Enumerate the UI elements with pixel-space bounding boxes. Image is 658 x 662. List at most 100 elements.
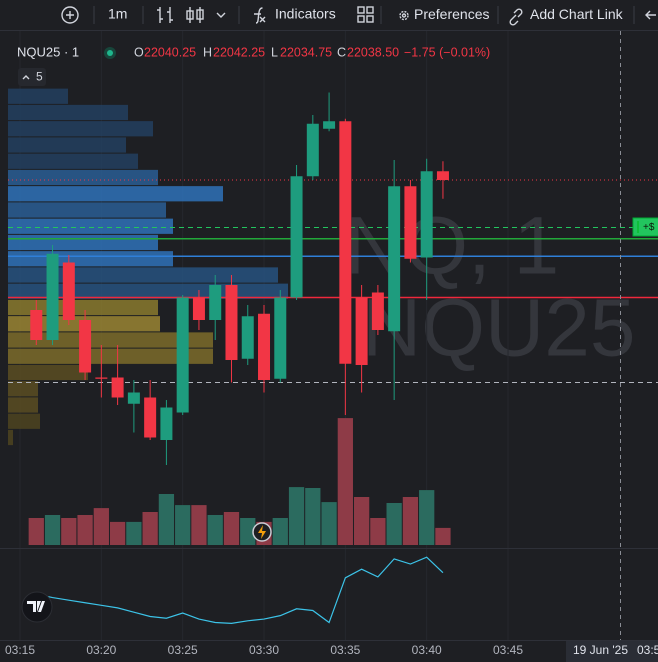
volume-profile-row — [8, 153, 138, 169]
volume-bar — [158, 494, 175, 545]
candles-style-button[interactable] — [186, 7, 204, 23]
preferences-button[interactable]: Preferences — [399, 6, 489, 22]
toolbar: 1m Indicators Preferences Add Chart Link — [0, 0, 658, 31]
volume-bar — [288, 487, 305, 545]
open-label: O — [134, 45, 144, 59]
chart-type-dropdown[interactable] — [216, 12, 226, 18]
candle-body — [30, 310, 43, 340]
volume-profile-row — [8, 397, 38, 413]
candle-body — [258, 313, 271, 380]
volume-profile-row — [8, 202, 166, 218]
candle-body — [323, 121, 336, 129]
candle-body — [355, 297, 368, 365]
candle-body — [420, 171, 433, 258]
x-tick-label: 03:25 — [168, 643, 198, 657]
chart-link-button[interactable]: Add Chart Link — [509, 6, 624, 26]
position-box — [632, 217, 658, 237]
x-tick-label: 03:35 — [330, 643, 360, 657]
volume-bar — [305, 488, 321, 545]
candle-body — [306, 123, 319, 177]
close-value: 22038.50 — [347, 45, 399, 59]
low-label: L — [271, 45, 278, 59]
crosshair-time: 19 Jun '25 03:5 — [566, 641, 658, 662]
plot-area — [0, 31, 658, 640]
candle-body — [388, 186, 401, 332]
volume-profile-row — [8, 234, 158, 251]
event-marker[interactable] — [252, 522, 272, 542]
volume-bar — [402, 497, 419, 545]
high-value: 22042.25 — [213, 45, 265, 59]
volume-bar — [28, 518, 44, 545]
symbol[interactable]: NQU25 · 1 — [17, 44, 79, 59]
volume-bar — [337, 418, 353, 545]
toolbar-bg — [0, 0, 658, 30]
volume-bar — [44, 515, 61, 545]
back-button[interactable] — [645, 10, 656, 20]
volume-bar — [386, 503, 402, 545]
candle-body — [79, 320, 92, 373]
volume-profile-row — [8, 137, 126, 153]
crosshair-label-bg — [566, 641, 658, 662]
studies-toggle[interactable]: 5 — [18, 68, 46, 86]
volume-bar — [370, 518, 386, 545]
candle-body — [127, 392, 140, 404]
volume-bar — [61, 518, 77, 545]
volume-profile-row — [8, 267, 278, 283]
volume-bar — [435, 527, 451, 545]
indicator-line — [36, 556, 444, 624]
volume-bar — [77, 515, 93, 545]
candle-body — [209, 285, 222, 320]
volume-profile-row — [8, 429, 13, 446]
low-value: 22034.75 — [280, 45, 332, 59]
x-tick-label: 03:15 — [5, 643, 35, 657]
candle-body — [62, 262, 75, 320]
volume-profile-row — [8, 364, 88, 381]
candle-body — [241, 316, 254, 359]
indicators-button[interactable]: Indicators — [254, 6, 336, 24]
candle-body — [111, 377, 124, 398]
position-label[interactable]: +$ — [632, 217, 658, 237]
studies-count[interactable]: 5 — [36, 70, 43, 84]
candle-body — [290, 176, 303, 298]
volume-bar — [109, 521, 126, 545]
candle-body — [176, 297, 189, 413]
volume-profile-row — [8, 251, 173, 267]
volume-profile-row — [8, 218, 173, 234]
add-symbol-button[interactable] — [61, 6, 79, 24]
volume-profile-row — [8, 413, 40, 429]
volume-profile-row — [8, 88, 68, 104]
bars-style-button[interactable] — [157, 7, 173, 23]
watermark-contract: NQU25 — [362, 283, 635, 374]
layout-button[interactable] — [357, 6, 374, 23]
candle-body — [339, 121, 352, 364]
candle-body — [371, 292, 384, 330]
interval-button[interactable]: 1m — [108, 6, 127, 22]
volume-bar — [272, 518, 288, 545]
volume-bar — [175, 505, 191, 545]
volume-bar — [240, 518, 256, 545]
separators — [93, 6, 635, 24]
tradingview-logo[interactable] — [21, 591, 53, 623]
crosshair-time: 03:5 — [637, 643, 658, 657]
volume-profile-row — [8, 299, 158, 316]
volume-profile-row — [8, 332, 213, 348]
volume-profile-row — [8, 104, 128, 121]
volume-profile-row — [8, 186, 223, 202]
status-dot — [107, 50, 113, 56]
volume-bar — [321, 502, 337, 545]
indicators-label[interactable]: Indicators — [275, 6, 336, 22]
candle-body — [404, 186, 417, 259]
volume-profile-row — [8, 348, 213, 364]
close-label: C — [337, 45, 346, 59]
candle-body — [436, 171, 449, 180]
preferences-label[interactable]: Preferences — [414, 6, 489, 22]
volume-bar — [93, 508, 109, 545]
crosshair-date: 19 Jun '25 — [573, 643, 628, 657]
chart-link-label[interactable]: Add Chart Link — [530, 6, 624, 22]
x-tick-label: 03:40 — [412, 643, 442, 657]
position-text: +$ — [643, 222, 655, 233]
candle-body — [46, 253, 59, 340]
watermark-symbol: NQ, 1 — [345, 201, 559, 292]
x-tick-label: 03:45 — [493, 643, 523, 657]
